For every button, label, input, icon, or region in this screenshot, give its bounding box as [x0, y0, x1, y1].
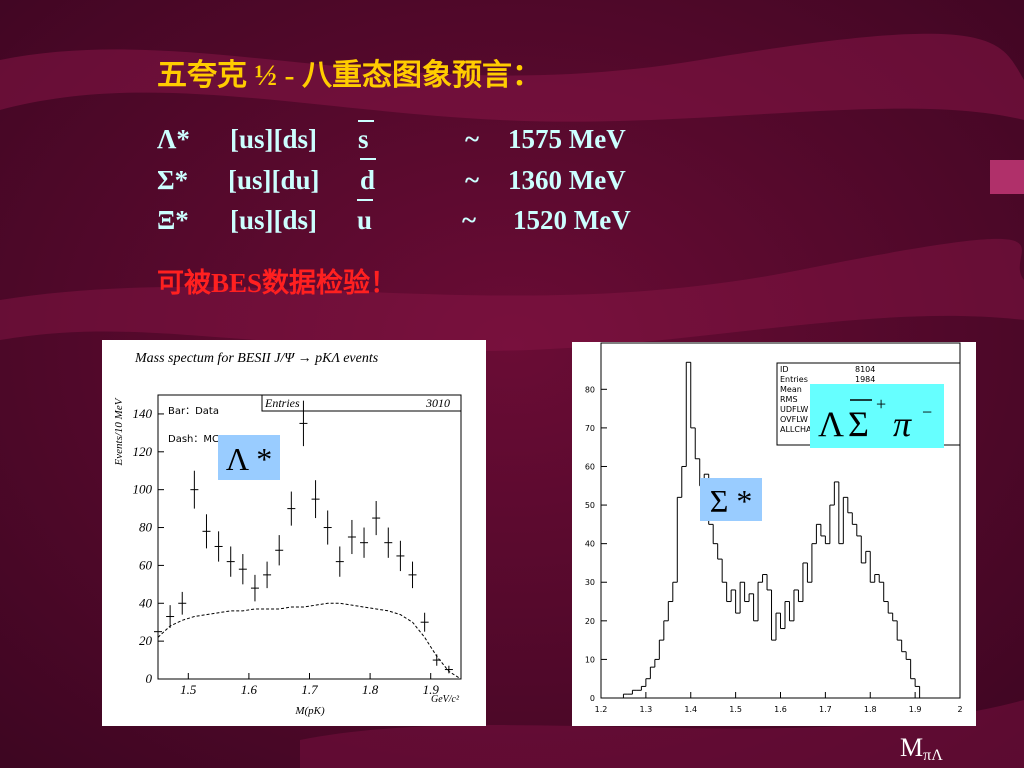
footer: MπΛ [900, 733, 943, 764]
x-tick-label: 1.9 [423, 682, 440, 697]
stats-value: 8104 [855, 365, 875, 374]
mass: 1360 MeV [508, 165, 626, 195]
plot-panel [102, 340, 486, 726]
stats-box [261, 394, 462, 412]
y-tick-label: 50 [585, 501, 595, 510]
swirl [0, 238, 1024, 352]
footer-sub: πΛ [923, 747, 943, 764]
footer-main: M [900, 733, 923, 762]
annotation-box [810, 384, 944, 448]
x-tick-label: 1.5 [729, 705, 742, 714]
y-tick-label: 10 [585, 655, 595, 664]
antiquark: d [360, 165, 375, 195]
y-axis-label: Events/10 MeV [113, 397, 125, 466]
stats-label: RMS [780, 395, 798, 404]
stats-label: UDFLW [780, 405, 808, 414]
annotation-part: π [893, 404, 912, 444]
annotation: Σ * [710, 483, 753, 519]
legend-entry: Bar：Data [168, 406, 219, 417]
state: Λ* [157, 124, 190, 154]
stats-label: Entries [780, 375, 808, 384]
quarks: [us][du] [228, 165, 320, 195]
y-tick-label: 20 [585, 617, 595, 626]
annotation: Λ * [226, 441, 272, 477]
y-tick-label: 60 [585, 462, 595, 471]
x-tick-label: 1.6 [774, 705, 787, 714]
x-unit-label: GeV/c² [431, 694, 460, 705]
quark-table: Λ* [us][ds] s ~ 1575 MeV Σ* [us][du] d ~… [157, 120, 631, 235]
antiquark: u [357, 205, 372, 235]
quarks: [us][ds] [230, 124, 317, 154]
stats-label: OVFLW [780, 415, 808, 424]
slide-title: 五夸克 ½ - 八重态图象预言： [157, 59, 542, 92]
x-tick-label: 1.9 [909, 705, 922, 714]
x-tick-label: 1.7 [819, 705, 832, 714]
slide-text: 五夸克 ½ - 八重态图象预言： Λ* [us][ds] s ~ 1575 Me… [157, 59, 631, 298]
stats-label: Entries [264, 396, 300, 410]
stats-value: 1984 [855, 375, 875, 384]
x-tick-label: 1.3 [640, 705, 653, 714]
mc-line [157, 602, 462, 680]
stats-label: ALLCHAN [780, 425, 817, 434]
y-tick-label: 80 [585, 385, 595, 394]
mass: 1575 MeV [508, 124, 626, 154]
x-tick-label: 1.2 [595, 705, 608, 714]
annotation-box [700, 478, 762, 521]
x-tick-label: 2 [957, 705, 962, 714]
mass: 1520 MeV [513, 205, 631, 235]
swirl [0, 33, 1024, 122]
annotation-part: − [922, 402, 932, 422]
stats-value: 3010 [425, 396, 450, 410]
stats-label: ID [780, 365, 789, 374]
annotation-box [218, 435, 280, 480]
y-tick-label: 60 [139, 557, 153, 572]
y-tick-label: 140 [133, 406, 153, 421]
x-tick-label: 1.6 [241, 682, 258, 697]
state: Ξ* [157, 205, 189, 235]
y-tick-label: 0 [146, 671, 153, 686]
y-tick-label: 80 [139, 520, 153, 535]
y-tick-label: 30 [585, 578, 595, 587]
state: Σ* [157, 165, 188, 195]
y-tick-label: 20 [139, 633, 153, 648]
legend-entry: Dash：MC [168, 434, 219, 445]
x-tick-label: 1.4 [684, 705, 697, 714]
chart-title: Mass spectum for BESII J/Ψ → pKΛ events [134, 351, 379, 366]
y-tick-label: 70 [585, 424, 595, 433]
antiquark: s [358, 124, 369, 154]
y-tick-label: 100 [133, 482, 153, 497]
y-tick-label: 40 [585, 540, 595, 549]
approx: ~ [462, 205, 476, 235]
y-tick-label: 120 [133, 444, 153, 459]
x-tick-label: 1.8 [864, 705, 877, 714]
swirl [300, 700, 1024, 768]
approx: ~ [465, 124, 479, 154]
annotation-part: + [876, 394, 886, 414]
x-axis-label: M(pK) [294, 705, 325, 717]
x-tick-label: 1.7 [301, 682, 318, 697]
annotation-part: Σ [848, 404, 869, 444]
annotation-part: Λ [818, 404, 844, 444]
y-tick-label: 0 [590, 694, 595, 703]
y-tick-label: 40 [139, 595, 153, 610]
quarks: [us][ds] [230, 205, 317, 235]
x-tick-label: 1.8 [362, 682, 379, 697]
decor [990, 160, 1024, 194]
stats-label: Mean [780, 385, 802, 394]
approx: ~ [465, 165, 479, 195]
note: 可被BES数据检验！ [157, 267, 397, 298]
x-tick-label: 1.5 [180, 682, 197, 697]
